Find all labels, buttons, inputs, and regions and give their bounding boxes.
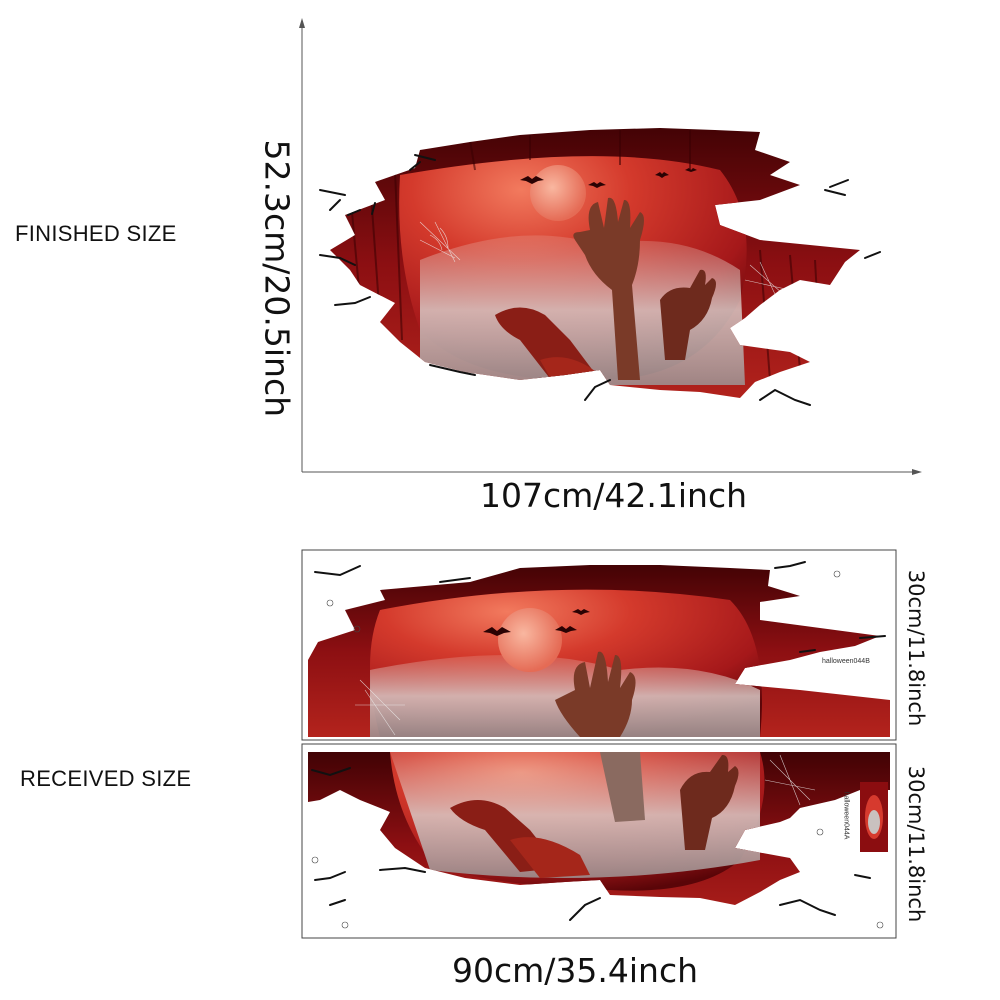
received-size-label: RECEIVED SIZE — [20, 766, 192, 791]
bottom-sheet-code: halloween044A — [842, 791, 850, 840]
finished-sticker-art — [319, 128, 881, 406]
received-sheets — [301, 549, 897, 939]
finished-size-label: FINISHED SIZE — [15, 221, 177, 246]
finished-height-text: 52.3cm/20.5inch — [257, 139, 297, 418]
dimension-axes — [299, 18, 922, 475]
preview-thumbnail — [860, 782, 888, 852]
bottom-sheet-height-text: 30cm/11.8inch — [904, 765, 928, 923]
top-sheet-height-text: 30cm/11.8inch — [904, 569, 928, 727]
top-sheet-code: halloween044B — [822, 658, 870, 665]
received-width-text: 90cm/35.4inch — [452, 951, 699, 990]
finished-width-text: 107cm/42.1inch — [480, 476, 748, 515]
